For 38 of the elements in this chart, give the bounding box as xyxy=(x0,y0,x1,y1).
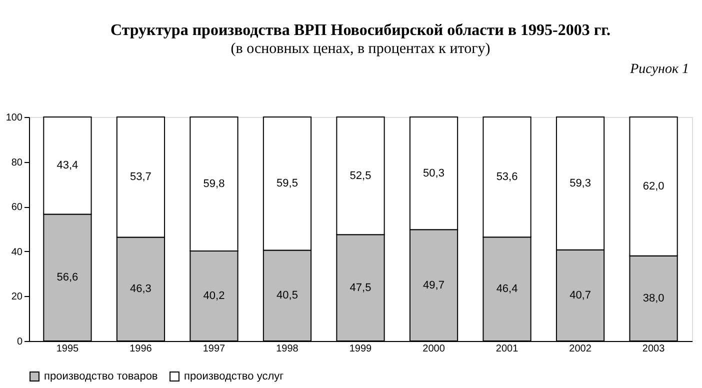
chart-subtitle: (в основных ценах, в процентах к итогу) xyxy=(230,41,490,57)
y-tick-label: 20 xyxy=(11,292,23,303)
y-tick-label: 40 xyxy=(11,246,23,258)
data-label: 38,0 xyxy=(642,292,664,304)
data-label: 53,6 xyxy=(496,171,518,184)
y-tick-label: 100 xyxy=(6,112,23,124)
chart-title: Структура производства ВРП Новосибирской области в 1995-2003 гг. xyxy=(110,22,611,39)
x-tick-label: 2001 xyxy=(496,344,519,354)
x-tick-label: 2003 xyxy=(642,344,666,354)
data-label: 40,2 xyxy=(203,290,225,302)
data-label: 43,4 xyxy=(56,160,78,172)
data-label: 59,8 xyxy=(203,178,225,190)
data-label: 40,7 xyxy=(570,289,591,302)
data-label: 50,3 xyxy=(423,167,444,180)
x-tick-label: 1999 xyxy=(349,344,372,354)
y-tick-label: 80 xyxy=(11,157,23,168)
data-label: 52,5 xyxy=(350,170,372,182)
x-tick-label: 1996 xyxy=(130,344,152,354)
x-tick-label: 1998 xyxy=(276,344,299,354)
data-label: 47,5 xyxy=(350,282,372,294)
legend-label: производство услуг xyxy=(184,370,284,383)
data-label: 40,5 xyxy=(276,290,298,302)
data-label: 59,3 xyxy=(570,177,591,190)
data-label: 49,7 xyxy=(423,279,444,292)
x-tick-label: 2000 xyxy=(422,344,446,354)
data-label: 56,6 xyxy=(56,272,78,284)
y-tick-label: 60 xyxy=(11,202,23,214)
data-label: 53,7 xyxy=(130,171,152,184)
data-label: 62,0 xyxy=(642,180,664,192)
y-tick-label: 0 xyxy=(16,336,23,348)
data-label: 46,4 xyxy=(496,283,518,296)
x-tick-label: 1997 xyxy=(202,344,226,354)
data-label: 59,5 xyxy=(276,178,298,190)
data-label: 46,3 xyxy=(130,283,152,296)
x-tick-label: 2002 xyxy=(569,344,592,354)
text: Рисунок 1 xyxy=(629,62,689,77)
legend-label: производство товаров xyxy=(44,370,158,383)
x-tick-label: 1995 xyxy=(56,344,80,354)
